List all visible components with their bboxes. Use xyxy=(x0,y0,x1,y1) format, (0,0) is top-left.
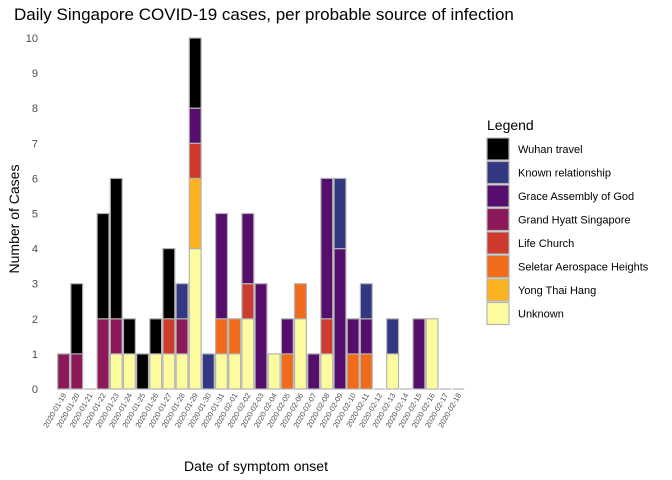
bar-segment xyxy=(57,353,71,390)
y-tick-label: 6 xyxy=(32,173,38,185)
bar-segment xyxy=(149,318,163,355)
legend: Legend Wuhan travel Known relationship Gra… xyxy=(486,117,649,326)
bar-segment xyxy=(175,318,189,355)
bar-segment xyxy=(214,318,229,355)
chart-title: Daily Singapore COVID-19 cases, per prob… xyxy=(14,5,514,24)
legend-swatch xyxy=(486,254,510,279)
legend-label: Unknown xyxy=(518,309,564,321)
bar-segment xyxy=(425,318,439,390)
legend-label: Life Church xyxy=(518,238,574,250)
bar-segment xyxy=(162,353,176,390)
bar-segment xyxy=(346,318,360,355)
bar-segment xyxy=(109,353,123,390)
y-tick-label: 7 xyxy=(32,138,38,150)
bar-segment xyxy=(228,318,242,355)
bar-segment xyxy=(307,353,321,390)
bar-segment xyxy=(320,353,334,390)
y-tick-label: 2 xyxy=(32,314,38,326)
bar-segment xyxy=(293,283,308,320)
legend-label: Grand Hyatt Singapore xyxy=(518,215,631,227)
bar-segment xyxy=(136,353,150,390)
bar-segment xyxy=(175,353,189,390)
bar-segment xyxy=(70,353,84,390)
legend-swatch xyxy=(486,278,510,302)
legend-label: Wuhan travel xyxy=(518,144,583,156)
y-tick-label: 4 xyxy=(32,244,38,256)
bar-segment xyxy=(109,318,123,355)
bar-segment xyxy=(162,318,176,355)
bar-segment xyxy=(214,212,229,320)
bar-segment xyxy=(254,283,268,390)
legend-swatch xyxy=(486,301,510,326)
bar-segment xyxy=(359,353,373,390)
legend-label: Known relationship xyxy=(518,168,611,180)
legend-swatch xyxy=(486,231,510,255)
legend-label: Yong Thai Hang xyxy=(518,285,596,297)
legend-label: Seletar Aerospace Heights xyxy=(518,262,649,274)
bar-segment xyxy=(188,142,202,180)
y-tick-label: 8 xyxy=(32,103,38,115)
x-axis-title: Date of symptom onset xyxy=(184,458,328,474)
bar-segment xyxy=(280,318,294,355)
bar-segment xyxy=(267,353,281,390)
legend-label: Grace Assembly of God xyxy=(518,191,634,203)
bar-segment xyxy=(241,283,255,320)
y-axis-ticks: 0 1 2 3 4 5 6 7 8 9 10 xyxy=(26,33,38,396)
legend-swatch xyxy=(486,207,510,232)
bars-group xyxy=(57,37,465,390)
bar-segment xyxy=(188,107,202,144)
y-tick-label: 10 xyxy=(26,33,38,45)
bar-segment xyxy=(122,353,136,390)
bar-segment xyxy=(109,177,123,320)
bar-segment xyxy=(228,353,242,390)
bar-segment xyxy=(96,212,110,320)
bar-segment xyxy=(320,177,334,320)
bar-segment xyxy=(96,318,110,390)
bar-segment xyxy=(214,353,229,390)
y-tick-label: 0 xyxy=(32,384,38,396)
bar-segment xyxy=(386,318,400,355)
bar-segment xyxy=(162,248,176,320)
bar-segment xyxy=(280,353,294,390)
bar-segment xyxy=(201,353,215,390)
y-axis-title: Number of Cases xyxy=(6,165,22,274)
legend-swatch xyxy=(486,160,510,185)
bar-segment xyxy=(241,318,255,390)
bar-segment xyxy=(188,248,202,390)
bar-segment xyxy=(359,318,373,355)
y-tick-label: 1 xyxy=(32,349,38,361)
bar-segment xyxy=(122,318,136,355)
bar-segment xyxy=(346,353,360,390)
bar-segment xyxy=(386,353,400,390)
y-tick-label: 5 xyxy=(32,209,38,221)
y-tick-label: 3 xyxy=(32,279,38,291)
bar-segment xyxy=(70,283,84,355)
bar-segment xyxy=(188,177,202,250)
bar-segment xyxy=(359,283,373,320)
bar-segment xyxy=(149,353,163,390)
bar-segment xyxy=(320,318,334,355)
bar-segment xyxy=(412,318,426,390)
bar-segment xyxy=(333,248,347,390)
x-axis-ticks: 2020-01-192020-01-202020-01-212020-01-22… xyxy=(41,392,463,430)
legend-title: Legend xyxy=(487,117,534,133)
bar-segment xyxy=(175,283,189,320)
legend-swatch xyxy=(486,137,510,161)
legend-swatch xyxy=(486,184,510,208)
bar-segment xyxy=(293,318,308,390)
bar-segment xyxy=(333,177,347,250)
y-tick-label: 9 xyxy=(32,68,38,80)
bar-segment xyxy=(188,37,202,109)
bar-segment xyxy=(241,212,255,285)
